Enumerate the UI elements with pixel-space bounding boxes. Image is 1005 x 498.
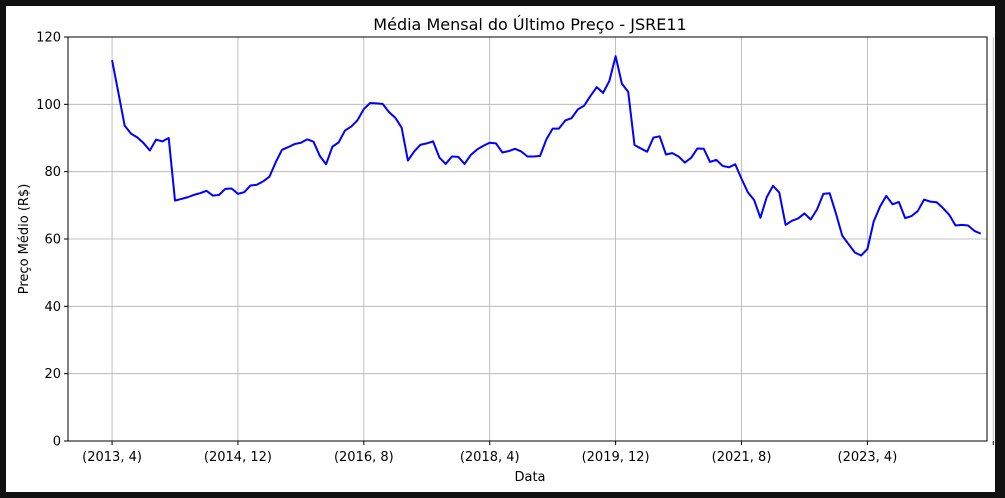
x-axis-label: Data [514,470,545,485]
series-line [111,55,982,257]
x-tick-label: (2019, 12) [582,450,650,465]
x-axis-ticks: (2013, 4) (2014, 12) (2016, 8) (2018, 4) (20… [82,441,994,465]
y-tick-label: 20 [44,367,61,382]
y-tick-label: 60 [44,233,61,248]
grid-lines [68,36,994,442]
y-tick-label: 100 [36,98,61,113]
x-tick-label: (2013, 4) [82,450,142,465]
y-tick-label: 0 [53,435,61,450]
plot-frame [67,36,988,442]
x-tick-label: (2014, 12) [204,450,272,465]
x-tick-label: (2021, 8) [712,450,772,465]
y-axis-label: Preço Médio (R$) [17,184,32,295]
x-tick-label: (2016, 8) [334,450,394,465]
y-tick-label: 40 [44,300,61,315]
chart-title: Média Mensal do Último Preço - JSRE11 [373,15,686,34]
line-chart: Média Mensal do Último Preço - JSRE11 0 2… [17,15,994,485]
x-tick-label: (2023, 4) [838,450,898,465]
x-tick-label: (2018, 4) [460,450,520,465]
y-tick-label: 120 [36,31,61,46]
chart-figure: Média Mensal do Último Preço - JSRE11 0 2… [6,6,995,492]
y-tick-label: 80 [44,165,61,180]
y-axis-ticks: 0 20 40 60 80 100 120 [36,31,68,450]
